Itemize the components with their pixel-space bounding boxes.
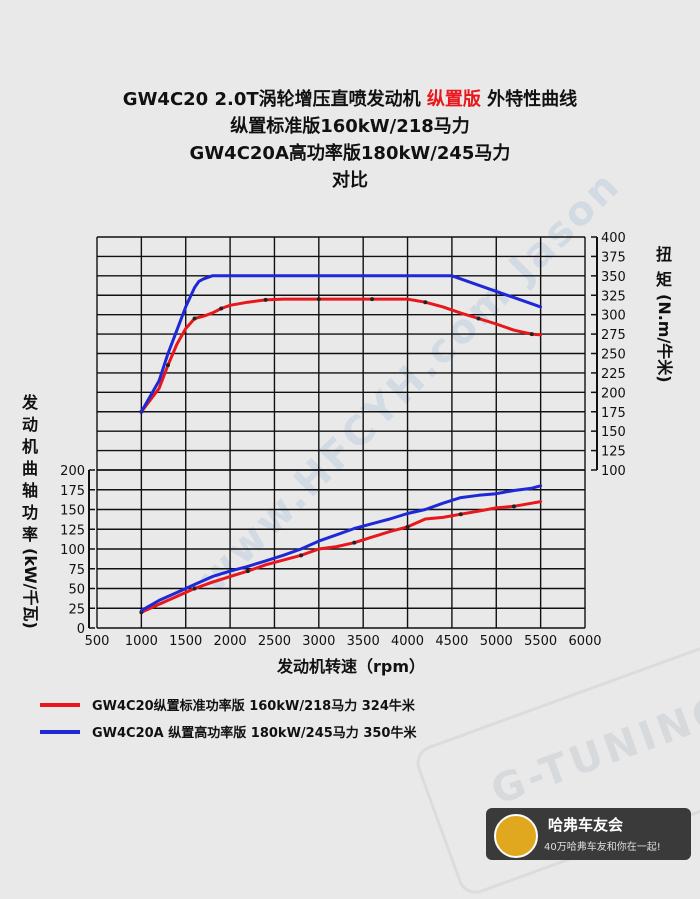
torque-tick-label: 200 xyxy=(601,386,626,401)
chart-title-line-1: GW4C20 2.0T涡轮增压直喷发动机 纵置版 外特性曲线 xyxy=(0,86,700,113)
torque-tick-label: 175 xyxy=(601,406,626,421)
club-badge: 哈弗车友会 40万哈弗车友和你在一起! xyxy=(486,808,691,860)
series-point-power xyxy=(352,540,357,545)
series-point-power xyxy=(405,524,410,529)
torque-tick-label: 125 xyxy=(601,445,626,460)
x-tick-label: 2500 xyxy=(258,634,291,649)
series-point-torque xyxy=(219,306,224,311)
torque-tick-label: 150 xyxy=(601,425,626,440)
chart-title-line-3: GW4C20A高功率版180kW/245马力 xyxy=(189,143,511,164)
power-axis-label-char: 功 xyxy=(22,503,38,522)
series-point-power xyxy=(245,569,250,574)
power-tick-label: 150 xyxy=(60,504,85,519)
chart-title-line-4: 对比 xyxy=(332,170,368,191)
x-tick-label: 500 xyxy=(85,634,110,649)
torque-axis-label-unit: (N.m/牛米) xyxy=(655,294,674,383)
power-axis-label-char: 轴 xyxy=(22,481,38,500)
x-tick-label: 5000 xyxy=(480,634,513,649)
x-tick-label: 4500 xyxy=(435,634,468,649)
legend-swatch-high xyxy=(40,729,80,734)
series-point-torque xyxy=(423,300,428,305)
x-tick-label: 1000 xyxy=(125,634,158,649)
legend-item-high: GW4C20A 纵置高功率版 180kW/245马力 350牛米 xyxy=(40,722,416,741)
torque-tick-label: 300 xyxy=(601,309,626,324)
x-axis-label: 发动机转速（rpm） xyxy=(276,657,425,676)
legend-swatch-standard xyxy=(40,702,80,707)
chart-title-block: GW4C20 2.0T涡轮增压直喷发动机 纵置版 外特性曲线 纵置标准版160k… xyxy=(0,86,700,194)
torque-tick-label: 350 xyxy=(601,270,626,285)
series-layer xyxy=(139,274,543,615)
x-tick-label: 5500 xyxy=(524,634,557,649)
series-point-power xyxy=(192,586,197,591)
series-line-power-3 xyxy=(139,484,543,613)
torque-tick-label: 275 xyxy=(601,328,626,343)
series-point-power xyxy=(458,512,463,517)
club-logo-icon xyxy=(494,814,538,858)
torque-tick-label: 375 xyxy=(601,250,626,265)
club-badge-title: 哈弗车友会 xyxy=(548,816,624,834)
title-part-highlight: 纵置版 xyxy=(426,89,481,110)
power-tick-label: 50 xyxy=(68,583,85,598)
series-point-torque xyxy=(529,332,534,337)
power-axis-label-char: 率 xyxy=(22,525,38,544)
torque-axis-label-char: 矩 xyxy=(656,270,672,289)
power-axis-label-char: 曲 xyxy=(22,459,38,478)
torque-tick-label: 250 xyxy=(601,348,626,363)
power-tick-label: 75 xyxy=(68,563,85,578)
series-line-torque-1 xyxy=(139,274,543,414)
torque-tick-label: 400 xyxy=(601,231,626,246)
power-axis-label-char: 发 xyxy=(21,393,39,412)
legend-item-standard: GW4C20纵置标准功率版 160kW/218马力 324牛米 xyxy=(40,695,415,714)
tick-labels: 500 1000 1500 2000 2500 3000 3500 4000 4500 5000 5… xyxy=(60,231,626,649)
power-tick-label: 125 xyxy=(60,523,85,538)
series-point-torque xyxy=(316,297,321,302)
series-line-power-2 xyxy=(139,500,543,614)
power-tick-label: 0 xyxy=(77,622,85,637)
torque-tick-label: 325 xyxy=(601,289,626,304)
power-tick-label: 175 xyxy=(60,484,85,499)
power-tick-label: 25 xyxy=(68,602,85,617)
title-part-a: GW4C20 2.0T涡轮增压直喷发动机 xyxy=(122,89,427,110)
power-axis-label-char: 机 xyxy=(22,437,38,456)
chart-title-line-2: 纵置标准版160kW/218马力 xyxy=(230,116,470,137)
series-point-power xyxy=(512,504,517,509)
power-axis-label-char: 动 xyxy=(22,415,38,434)
x-tick-label: 6000 xyxy=(568,634,601,649)
x-tick-label: 2000 xyxy=(214,634,247,649)
series-point-torque xyxy=(263,297,268,302)
x-tick-label: 4000 xyxy=(391,634,424,649)
watermark-text: www.HFCYH.com Jason xyxy=(190,162,630,602)
x-tick-label: 3000 xyxy=(302,634,335,649)
engine-curve-chart: www.HFCYH.com Jason 500 1000 1500 2000 2500 3… xyxy=(21,162,674,676)
torque-tick-label: 100 xyxy=(601,464,626,479)
x-tick-label: 1500 xyxy=(169,634,202,649)
power-tick-label: 200 xyxy=(60,464,85,479)
series-line-torque-0 xyxy=(139,297,543,414)
series-point-torque xyxy=(192,316,197,321)
series-point-power xyxy=(299,553,304,558)
series-point-torque xyxy=(370,297,375,302)
series-point-torque xyxy=(165,363,170,368)
torque-tick-label: 225 xyxy=(601,367,626,382)
power-axis-label-unit: (kW/千瓦) xyxy=(21,548,40,629)
torque-axis-label-char: 扭 xyxy=(656,245,672,264)
legend-label-standard: GW4C20纵置标准功率版 160kW/218马力 324牛米 xyxy=(92,699,415,714)
legend-label-high: GW4C20A 纵置高功率版 180kW/245马力 350牛米 xyxy=(92,726,417,741)
chart-grid xyxy=(88,236,598,629)
club-badge-subtitle: 40万哈弗车友和你在一起! xyxy=(544,842,661,853)
power-tick-label: 100 xyxy=(60,543,85,558)
series-point-torque xyxy=(476,316,481,321)
x-tick-label: 3500 xyxy=(347,634,380,649)
title-part-c: 外特性曲线 xyxy=(480,89,578,110)
